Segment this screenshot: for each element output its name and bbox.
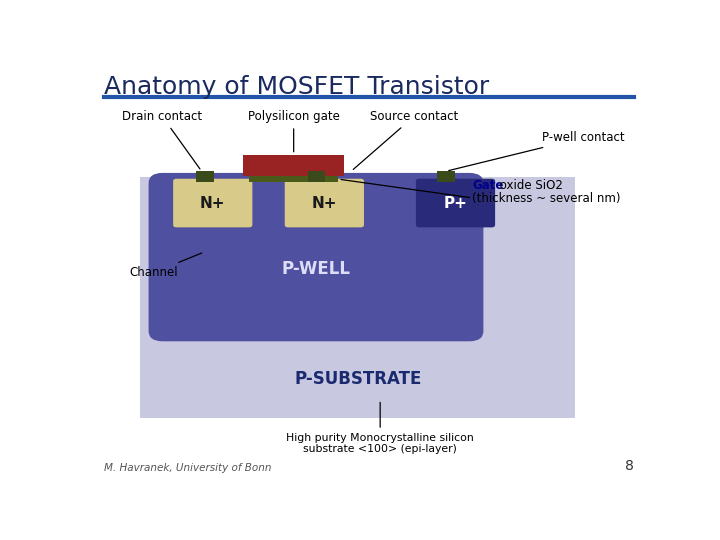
Text: High purity Monocrystalline silicon
substrate <100> (epi-layer): High purity Monocrystalline silicon subs… xyxy=(287,402,474,454)
Bar xyxy=(243,154,344,176)
Text: Drain contact: Drain contact xyxy=(122,110,202,169)
Bar xyxy=(249,176,338,182)
Text: Polysilicon gate: Polysilicon gate xyxy=(248,110,340,152)
FancyBboxPatch shape xyxy=(416,179,495,227)
Bar xyxy=(307,171,325,182)
Text: P+: P+ xyxy=(444,196,467,211)
Text: 8: 8 xyxy=(625,459,634,473)
Text: N+: N+ xyxy=(200,196,225,211)
FancyBboxPatch shape xyxy=(173,179,253,227)
Bar xyxy=(437,171,455,182)
Text: Source contact: Source contact xyxy=(354,110,458,170)
Text: oxide SiO2: oxide SiO2 xyxy=(496,179,563,192)
Text: (thickness ~ several nm): (thickness ~ several nm) xyxy=(472,192,621,205)
Text: Channel: Channel xyxy=(129,253,202,279)
Text: P-well contact: P-well contact xyxy=(449,131,625,171)
Text: Gate: Gate xyxy=(472,179,503,192)
Bar xyxy=(196,171,214,182)
Text: P-WELL: P-WELL xyxy=(282,260,351,278)
Text: M. Havranek, University of Bonn: M. Havranek, University of Bonn xyxy=(104,463,271,473)
Text: Anatomy of MOSFET Transistor: Anatomy of MOSFET Transistor xyxy=(104,75,489,99)
Text: N+: N+ xyxy=(312,196,337,211)
Bar xyxy=(140,177,575,418)
Text: P-SUBSTRATE: P-SUBSTRATE xyxy=(294,370,421,388)
FancyBboxPatch shape xyxy=(148,173,483,341)
FancyBboxPatch shape xyxy=(284,179,364,227)
